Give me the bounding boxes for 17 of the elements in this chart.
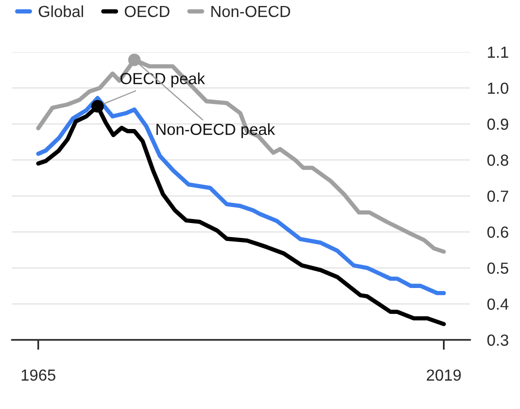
y-tick-label: 0.6 xyxy=(487,226,508,238)
y-tick-label: 1.1 xyxy=(488,46,508,58)
y-tick-label: 0.5 xyxy=(487,262,508,274)
legend-label: Global xyxy=(38,5,84,18)
y-tick-label: 0.7 xyxy=(487,190,508,202)
annotation: OECD peak xyxy=(120,72,206,88)
y-tick-label: 0.3 xyxy=(487,334,508,346)
line-series xyxy=(36,96,446,296)
x-tick-label: 2019 xyxy=(426,369,461,381)
y-tick-label: 0.8 xyxy=(487,154,508,166)
legend-label: Non-OECD xyxy=(211,6,290,18)
legend-label: OECD xyxy=(124,6,170,18)
y-tick-label: 0.9 xyxy=(487,118,508,130)
y-tick-label: 0.4 xyxy=(487,298,508,310)
y-tick-label: 1.0 xyxy=(488,82,508,94)
annotation: Non-OECD peak xyxy=(156,123,276,138)
x-tick-label: 1965 xyxy=(22,369,56,381)
